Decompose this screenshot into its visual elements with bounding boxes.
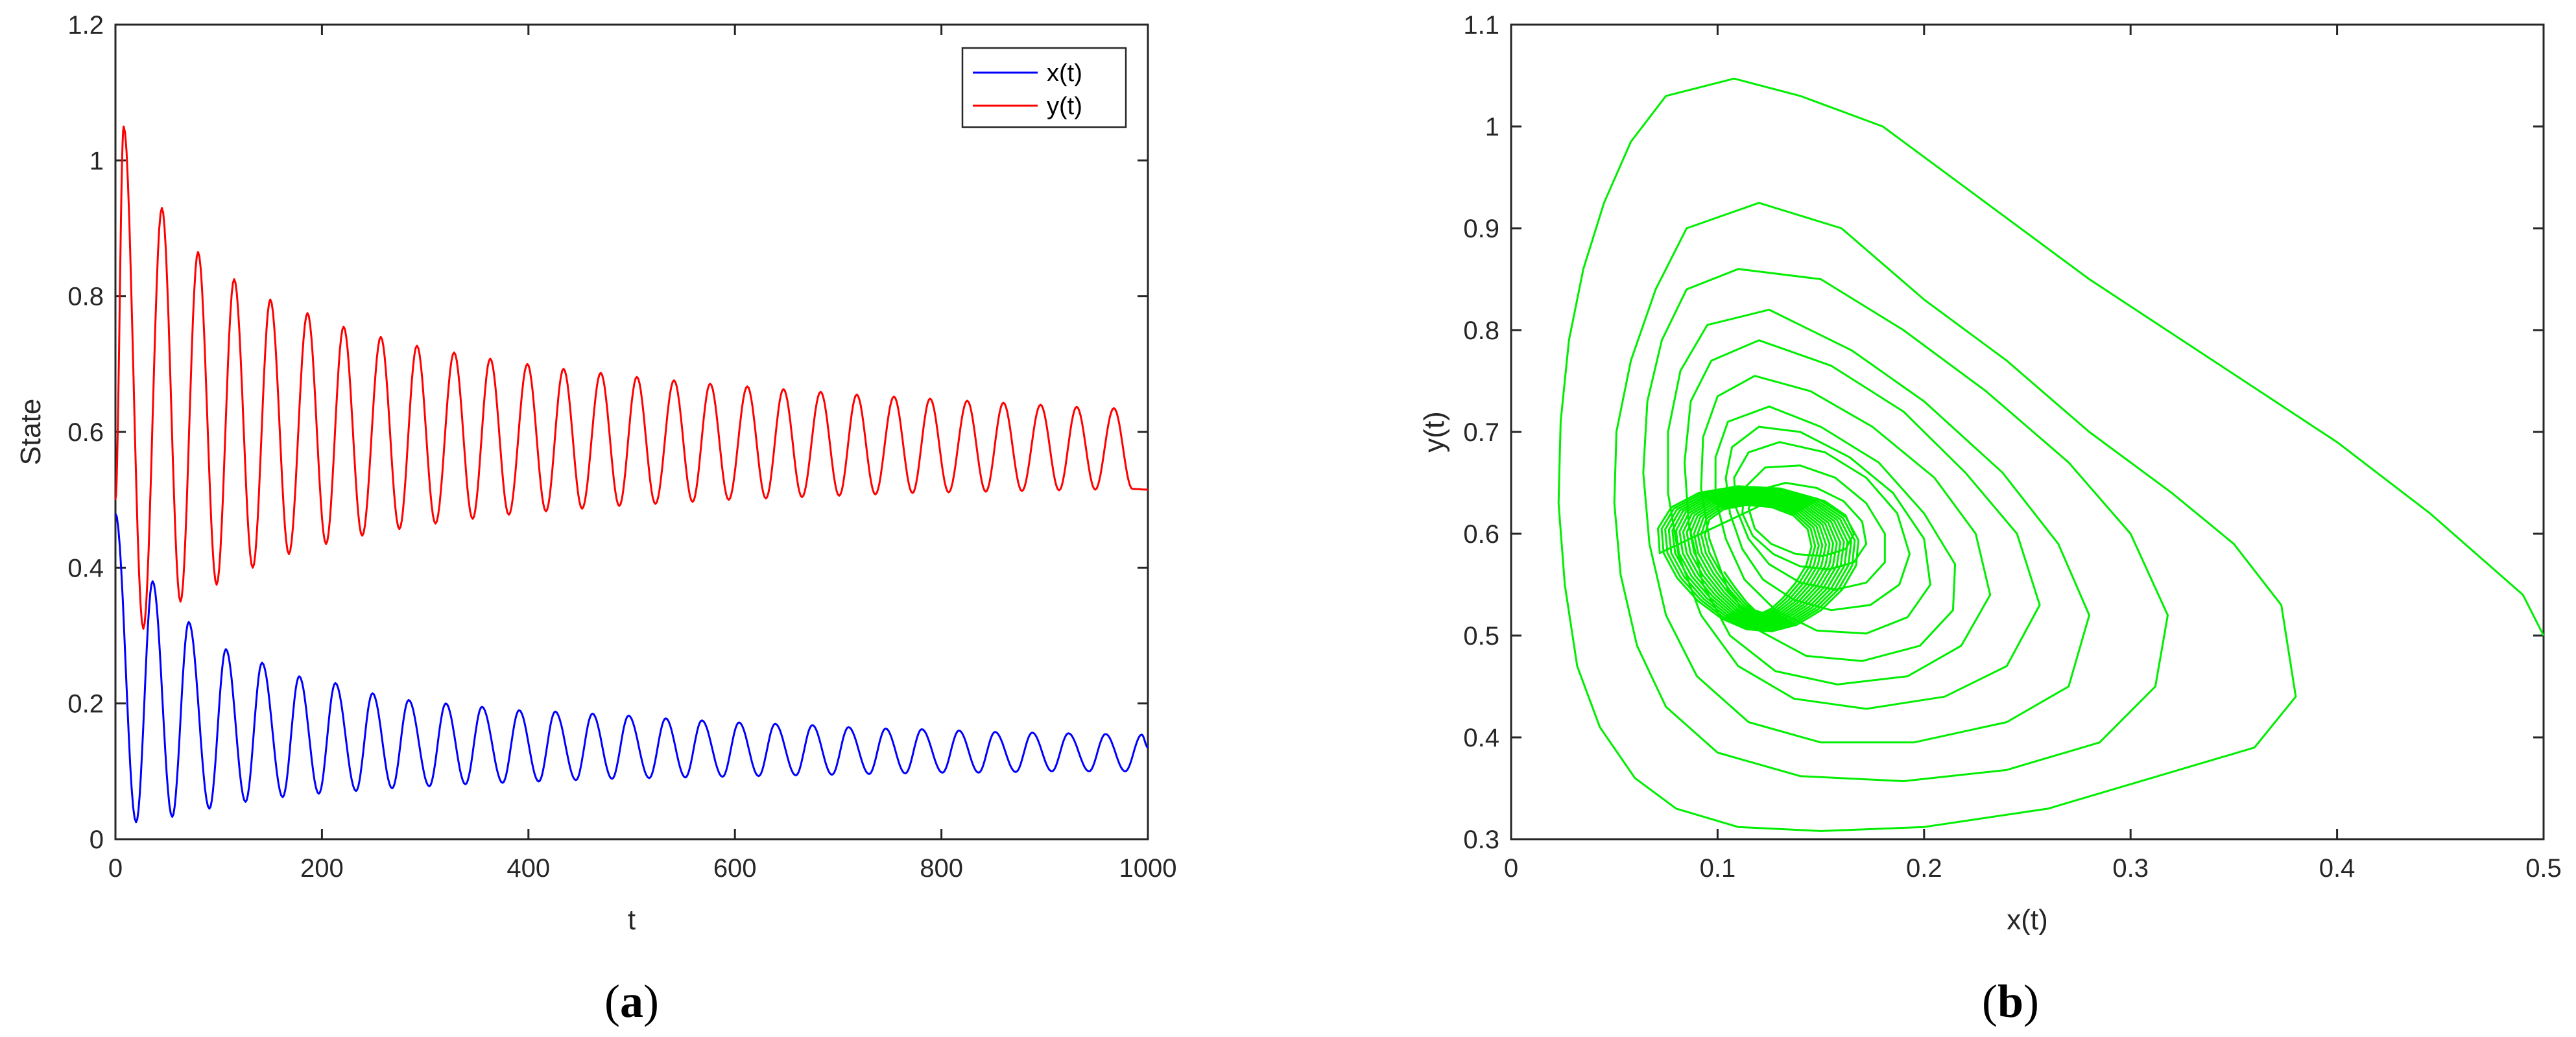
panel-b-caption-close: ) (2023, 975, 2039, 1027)
panel-a-ticks: 0 200 400 600 800 1000 0 0.2 0.4 0.6 0.8 1 1.2 (67, 11, 1176, 883)
y-tick-label: 1 (1485, 113, 1499, 141)
panel-b-caption: (b) (1982, 975, 2039, 1027)
y-tick-label: 0.9 (1463, 215, 1499, 243)
x-tick-label: 0.2 (1906, 854, 1942, 883)
y-tick-label: 0.6 (67, 418, 104, 447)
x-tick-label: 800 (920, 854, 963, 883)
panel-a-x-axis-label: t (628, 904, 636, 936)
y-tick-label: 0.5 (1463, 622, 1499, 650)
panel-a-time-series: 0 200 400 600 800 1000 0 0.2 0.4 0.6 0.8 1 1.2 t Sta… (15, 11, 1176, 1027)
y-tick-label: 0.4 (67, 554, 104, 582)
x-tick-label: 400 (507, 854, 550, 883)
x-tick-label: 0.5 (2525, 854, 2562, 883)
x-tick-label: 0.4 (2319, 854, 2355, 883)
x-tick-label: 600 (713, 854, 757, 883)
y-tick-label: 0.4 (1463, 724, 1499, 752)
panel-b-y-axis-label: y(t) (1418, 411, 1450, 453)
phase-trajectory (1557, 77, 2545, 832)
x-tick-label: 0 (108, 854, 123, 883)
panel-a-caption-open: ( (604, 975, 620, 1027)
y-tick-label: 0.7 (1463, 418, 1499, 447)
x-tick-label: 200 (300, 854, 344, 883)
panel-a-caption-close: ) (643, 975, 659, 1027)
y-tick-label: 1 (89, 147, 104, 175)
y-tick-label: 0.3 (1463, 826, 1499, 854)
panel-b-caption-letter: b (1998, 975, 2023, 1027)
panel-b-series-group (1557, 77, 2545, 832)
series-line-x(t) (114, 513, 1149, 824)
y-tick-label: 0.8 (67, 283, 104, 311)
panel-b-caption-open: ( (1982, 975, 1998, 1027)
panel-b-ticks: 0 0.1 0.2 0.3 0.4 0.5 0.3 0.4 0.5 0.6 0.7 0.8 0.9 1 1.… (1463, 11, 2561, 883)
x-tick-label: 0.1 (1700, 854, 1736, 883)
panel-a-plot-area (114, 23, 1149, 840)
panel-b-x-axis-label: x(t) (2007, 904, 2048, 936)
panel-b-phase-portrait: 0 0.1 0.2 0.3 0.4 0.5 0.3 0.4 0.5 0.6 0.7 0.8 0.9 1 1.… (1418, 11, 2562, 1027)
y-tick-label: 0.2 (67, 690, 104, 719)
panel-a-legend: x(t) y(t) (961, 47, 1127, 128)
x-tick-label: 0 (1504, 854, 1518, 883)
panel-a-series-group (114, 125, 1149, 824)
legend-box (961, 47, 1127, 128)
panel-a-caption: (a) (604, 975, 659, 1027)
legend-label-x: x(t) (1047, 60, 1082, 87)
legend-label-y: y(t) (1047, 93, 1082, 120)
y-tick-label: 0.6 (1463, 520, 1499, 549)
series-line-y(t) (114, 125, 1148, 630)
y-tick-label: 0 (89, 826, 104, 854)
panel-a-y-axis-label: State (15, 399, 47, 466)
x-tick-label: 0.3 (2112, 854, 2149, 883)
panel-a-caption-letter: a (620, 975, 643, 1027)
y-tick-label: 1.2 (67, 11, 104, 40)
panel-b-plot-area (1510, 23, 2545, 840)
y-tick-label: 0.8 (1463, 316, 1499, 345)
y-tick-label: 1.1 (1463, 11, 1499, 40)
x-tick-label: 1000 (1119, 854, 1177, 883)
